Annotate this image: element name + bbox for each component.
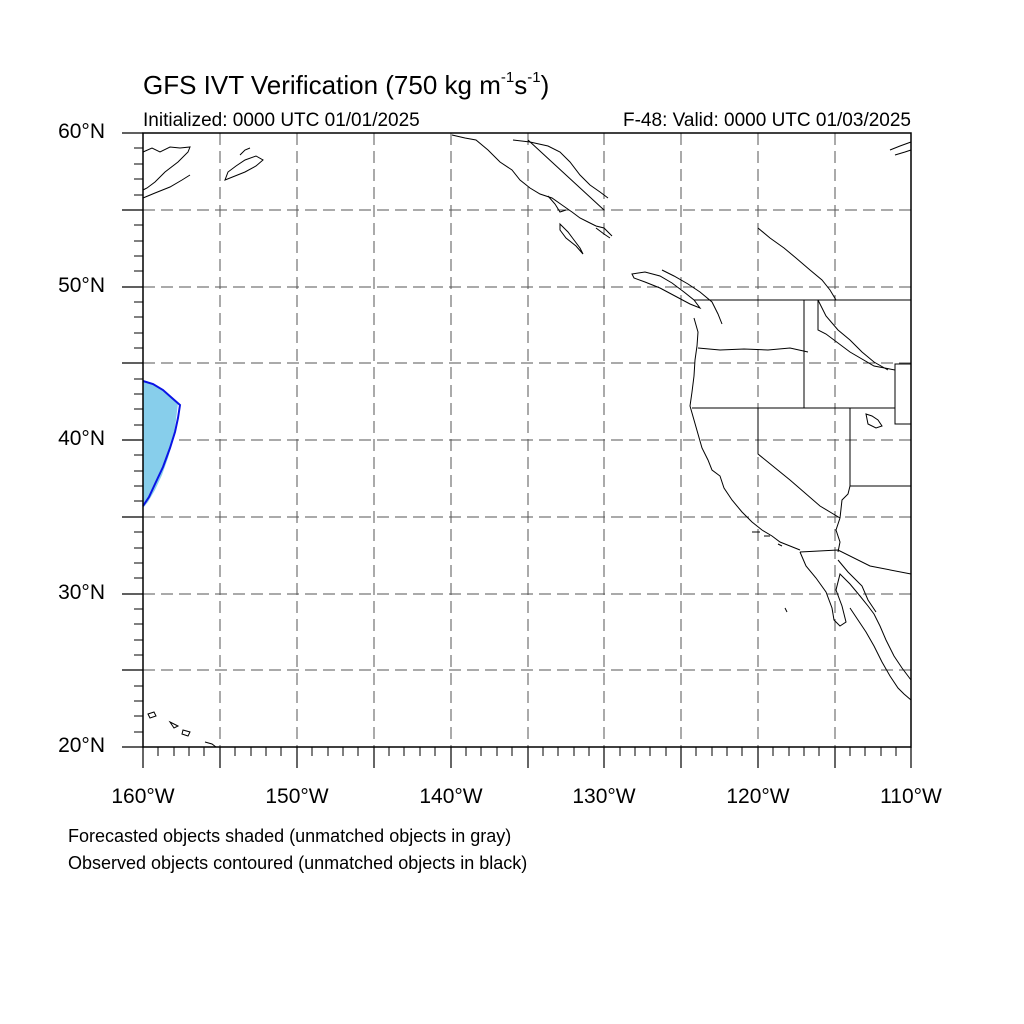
lat-label-60n: 60°N: [58, 120, 105, 143]
tick-marks: [122, 132, 912, 768]
valid-time: F-48: Valid: 0000 UTC 01/03/2025: [623, 110, 911, 131]
title-unit-s: s: [514, 70, 528, 100]
lat-label-30n: 30°N: [58, 581, 105, 604]
map-title: GFS IVT Verification (750 kg m-1s-1): [143, 69, 550, 101]
observed-object-contour: [142, 380, 182, 507]
lon-label-140w: 140°W: [419, 785, 483, 808]
political-boundaries: [527, 139, 912, 575]
lon-label-130w: 130°W: [572, 785, 636, 808]
lat-label-20n: 20°N: [58, 734, 105, 757]
lon-label-150w: 150°W: [265, 785, 329, 808]
lat-label-50n: 50°N: [58, 274, 105, 297]
title-end: ): [540, 70, 550, 100]
lon-label-160w: 160°W: [111, 785, 175, 808]
coastlines: [142, 134, 912, 748]
lon-label-110w: 110°W: [880, 785, 942, 808]
title-text: GFS IVT Verification (750 kg m: [143, 70, 501, 100]
note-forecast: Forecasted objects shaded (unmatched obj…: [68, 826, 512, 846]
lon-label-120w: 120°W: [726, 785, 790, 808]
initialized-time: Initialized: 0000 UTC 01/01/2025: [143, 110, 420, 131]
note-observed: Observed objects contoured (unmatched ob…: [68, 853, 528, 873]
title-exponent-1: -1: [500, 69, 515, 87]
grid-lines: [143, 133, 911, 747]
forecast-object-shade: [143, 380, 178, 508]
lat-label-40n: 40°N: [58, 427, 105, 450]
title-exponent-2: -1: [527, 69, 541, 87]
